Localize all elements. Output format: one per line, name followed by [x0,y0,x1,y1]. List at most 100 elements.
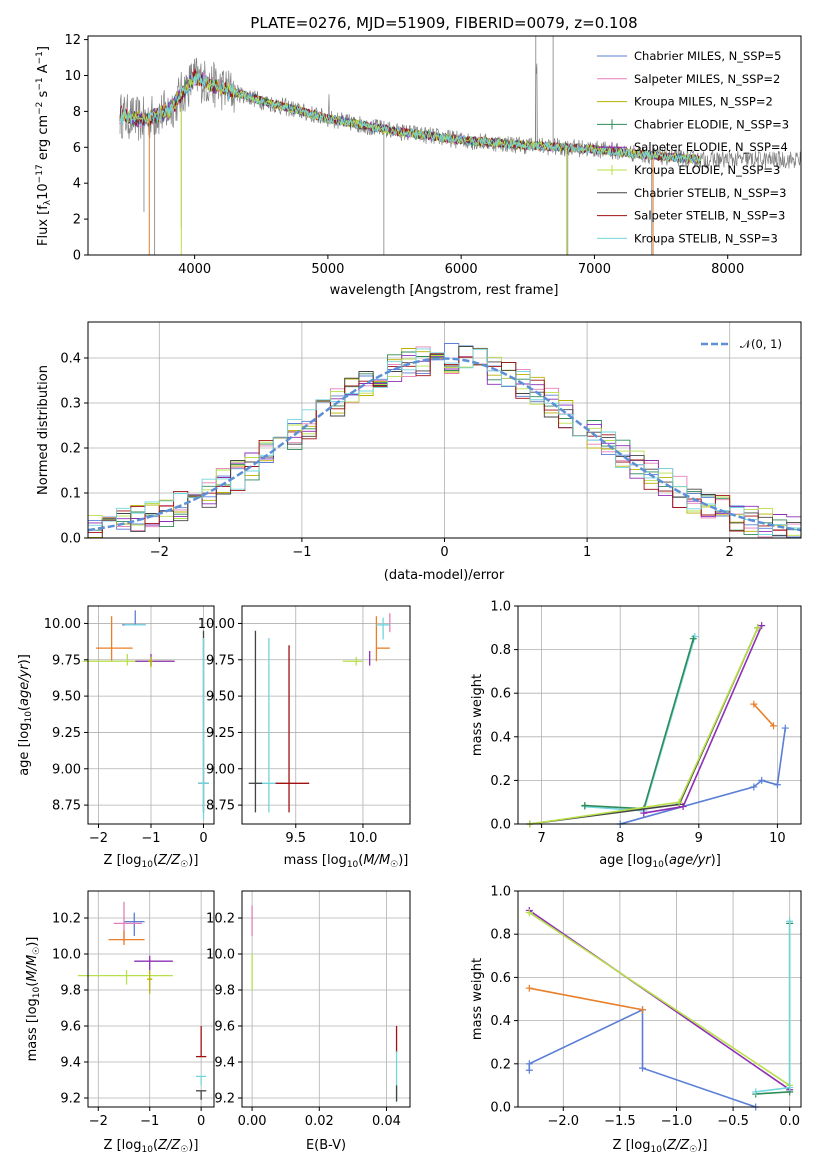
x-tick-label: 5000 [311,262,344,277]
y-tick-label: 9.00 [52,762,81,777]
y-tick-label: 0.2 [490,1057,511,1072]
y-axis-label: age [log10(age/yr)] [17,654,34,776]
panel-data [248,613,391,813]
x-tick-label: 0.0 [779,1114,800,1129]
y-axis-label: mass [log10(M/M☉)] [25,937,42,1062]
y-tick-label: 9.75 [206,653,235,668]
x-tick-label: 8 [616,831,624,846]
legend-label: Kroupa STELIB, N_SSP=3 [634,231,778,245]
panel-data [525,906,794,1111]
x-tick-label: 6000 [445,262,478,277]
y-tick-label: 10.00 [44,617,81,632]
y-tick-label: 0.8 [490,643,511,658]
histogram-xlabel: (data-model)/error [384,568,505,583]
weight-line [528,909,791,1091]
histogram-steps [88,343,801,538]
y-tick-label: 9.25 [206,726,235,741]
x-tick-label: −1.5 [604,1114,636,1129]
spectrum-lines [119,36,801,255]
x-tick-label: 7 [537,831,545,846]
model-fit-line [119,69,701,164]
y-tick-label: 0 [73,249,81,264]
x-axis-label: Z [log10(Z/Z☉)] [104,853,199,870]
x-tick-label: −1 [140,1114,159,1129]
legend-label: Salpeter STELIB, N_SSP=3 [634,209,785,223]
x-tick-label: −2 [89,1114,108,1129]
weight-marker [786,917,794,925]
y-tick-label: 10.2 [52,912,81,927]
weight-marker [750,700,758,708]
spectrum-xlabel: wavelength [Angstrom, rest frame] [330,283,559,298]
spectrum-legend: Chabrier MILES, N_SSP=5 Salpeter MILES, N… [597,49,789,245]
spectrum-panel: PLATE=0276, MJD=51909, FIBERID=0079, z=0… [35,14,802,298]
y-tick-label: 10 [64,69,81,84]
weight-marker [752,1088,760,1096]
weight-marker [525,984,533,992]
histogram-legend: 𝒩(0, 1) [701,337,782,351]
x-tick-label: 7000 [578,262,611,277]
x-tick-label: −1 [141,831,160,846]
y-tick-label: 9.4 [60,1056,81,1071]
y-tick-label: 9.00 [206,762,235,777]
weight-marker [750,783,758,791]
x-axis-label: age [log10(age/yr)] [599,853,721,870]
weight-line [584,636,696,812]
y-tick-label: 0.1 [60,487,81,502]
y-tick-label: 1.0 [490,600,511,615]
legend-label: Chabrier MILES, N_SSP=5 [634,49,781,63]
weight-marker [781,724,789,732]
y-tick-label: 0.4 [490,1014,511,1029]
x-tick-label: −0.5 [717,1114,749,1129]
legend-label: Kroupa MILES, N_SSP=2 [634,95,773,109]
mass-vs-extinction-panel: 0.00 0.02 0.04 9.2 9.4 9.6 9.8 10.0 10.2 E(B-V) [206,890,411,1153]
y-tick-label: 0.6 [490,687,511,702]
y-tick-label: 9.75 [52,653,81,668]
y-tick-label: 8.75 [206,799,235,814]
panel-data [526,622,789,828]
residual-histogram-panel: −2 −1 0 1 2 0.0 0.1 0.2 0.3 0.4 (data-model)/erro… [36,321,802,583]
weight-marker [758,776,766,784]
x-tick-label: 2 [726,545,734,560]
panel-data [82,610,209,820]
weight-line [529,987,643,1011]
weight-marker [689,635,697,643]
y-tick-label: 0.4 [60,352,81,367]
x-tick-label: 0 [440,545,448,560]
x-tick-label: −1 [292,545,311,560]
weight-marker [786,1084,794,1092]
weight-line [755,923,791,1095]
mass-vs-metallicity-panel: −2 −1 0 9.2 9.4 9.6 9.8 10.0 10.2 Z [log10(Z/Z☉)]… [25,890,215,1155]
x-tick-label: 0 [197,1114,205,1129]
x-tick-label: 1 [583,545,591,560]
x-axis-label: mass [log10(M/M☉)] [284,853,409,870]
gaussian-curve [88,357,801,532]
y-tick-label: 10.0 [206,948,235,963]
spectrum-ylabel: Flux [fλ10−17 erg cm−2 s−1 A−1] [35,46,53,246]
y-tick-label: 9.2 [60,1092,81,1107]
weight-marker [640,809,648,817]
y-tick-label: 12 [64,33,81,48]
weight-marker [679,803,687,811]
y-tick-label: 10.2 [206,912,235,927]
weight-vs-metallicity-panel: −2.0 −1.5 −1.0 −0.5 0.0 0.0 0.2 0.4 0.6 0.8 1.0 Z [… [470,885,802,1155]
y-tick-label: 0.4 [490,730,511,745]
panel-frame [241,890,411,1108]
weight-line [643,625,763,814]
y-tick-label: 9.4 [214,1056,235,1071]
y-tick-label: 9.8 [214,984,235,999]
legend-label: Chabrier ELODIE, N_SSP=3 [634,117,789,131]
age-vs-metallicity-panel: −2 −1 0 8.75 9.00 9.25 9.50 9.75 10.00 Z [log10(Z… [17,605,215,870]
y-tick-label: 0.6 [490,971,511,986]
y-tick-label: 4 [73,177,81,192]
panel-frame [241,605,411,825]
panel-data [77,901,207,1100]
x-axis-label: E(B-V) [306,1138,346,1153]
weight-marker [525,909,533,917]
age-vs-mass-panel: 9.5 10.0 8.75 9.00 9.25 9.50 9.75 10.00 mass [lo… [198,605,411,870]
y-tick-label: 10.0 [52,948,81,963]
y-tick-label: 6 [73,141,81,156]
x-axis-label: Z [log10(Z/Z☉)] [104,1138,199,1155]
y-tick-label: 1.0 [490,885,511,900]
weight-marker [525,1066,533,1074]
weight-line [584,638,695,810]
